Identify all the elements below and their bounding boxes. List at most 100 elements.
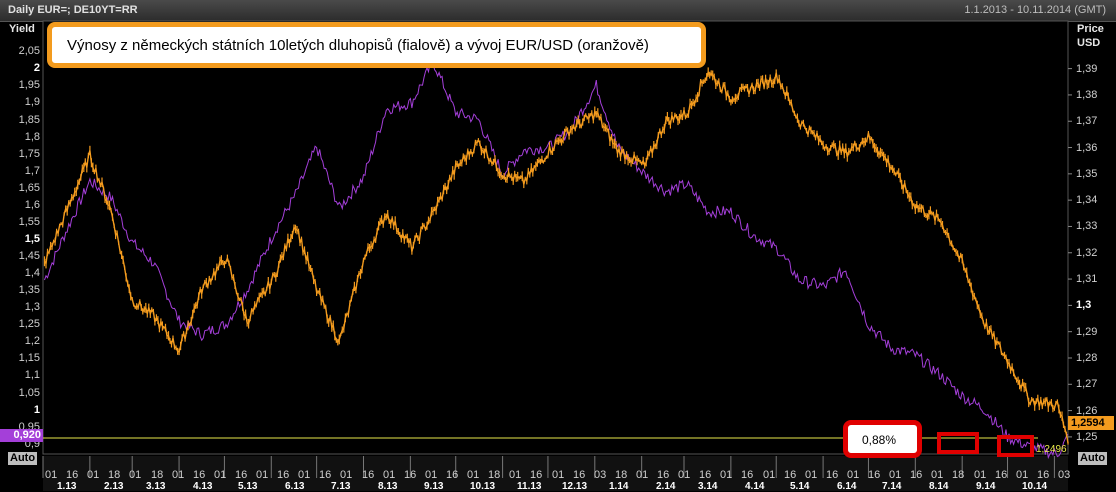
left-tick-label: 1,5 xyxy=(24,233,40,245)
x-day-label: 16 xyxy=(404,469,417,481)
x-month-label: 5.13 xyxy=(238,481,258,492)
x-day-label: 16 xyxy=(235,469,248,481)
x-day-label: 16 xyxy=(446,469,459,481)
right-tick-label: 1,27 xyxy=(1076,378,1098,390)
right-tick-label: 1,35 xyxy=(1076,168,1098,180)
left-tick-label: 1,3 xyxy=(24,301,40,313)
right-tick-label: 1,37 xyxy=(1076,115,1098,127)
x-day-label: 01 xyxy=(214,469,227,481)
x-month-label: 10.14 xyxy=(1022,481,1048,492)
x-day-label: 16 xyxy=(1037,469,1050,481)
right-tick-label: 1,33 xyxy=(1076,220,1098,232)
yield-low-highlight xyxy=(937,432,979,454)
x-month-label: 9.14 xyxy=(976,481,996,492)
reference-line-label: 1,2496 xyxy=(1036,444,1067,455)
x-month-label: 12.13 xyxy=(562,481,588,492)
x-day-label: 01 xyxy=(931,469,944,481)
x-day-label: 01 xyxy=(763,469,776,481)
x-day-label: 01 xyxy=(889,469,902,481)
left-tick-label: 1,9 xyxy=(24,96,40,108)
x-day-label: 03 xyxy=(1058,469,1071,481)
right-tick-label: 1,32 xyxy=(1076,247,1098,259)
x-month-label: 6.14 xyxy=(837,481,857,492)
left-auto-scale-button[interactable]: Auto xyxy=(8,452,38,465)
right-tick-label: 1,39 xyxy=(1076,63,1098,75)
yield-callout: 0,88% xyxy=(843,420,922,458)
left-tick-label: 2 xyxy=(33,62,40,74)
left-tick-label: 1,6 xyxy=(24,199,40,211)
x-day-label: 16 xyxy=(573,469,586,481)
right-tick-label: 1,38 xyxy=(1076,89,1098,101)
right-tick-label: 1,34 xyxy=(1076,194,1098,206)
right-tick-label: 1,31 xyxy=(1076,273,1098,285)
x-day-label: 01 xyxy=(974,469,987,481)
date-range-label: 1.1.2013 - 10.11.2014 (GMT) xyxy=(964,4,1106,16)
x-day-label: 16 xyxy=(699,469,712,481)
right-tick-label: 1,3 xyxy=(1076,299,1092,311)
x-month-label: 4.14 xyxy=(745,481,765,492)
x-day-label: 16 xyxy=(995,469,1008,481)
x-day-label: 16 xyxy=(910,469,923,481)
left-tick-label: 1,25 xyxy=(18,318,40,330)
right-tick-label: 1,29 xyxy=(1076,326,1098,338)
x-day-label: 01 xyxy=(720,469,733,481)
x-day-label: 01 xyxy=(45,469,58,481)
x-day-label: 01 xyxy=(1016,469,1029,481)
right-auto-scale-button[interactable]: Auto xyxy=(1078,452,1108,465)
yield-callout-text: 0,88% xyxy=(862,433,897,447)
x-day-label: 18 xyxy=(952,469,965,481)
x-month-label: 1.14 xyxy=(609,481,629,492)
x-day-label: 01 xyxy=(509,469,522,481)
x-month-label: 3.14 xyxy=(698,481,718,492)
x-month-label: 4.13 xyxy=(193,481,213,492)
right-tick-label: 1,25 xyxy=(1076,431,1098,443)
x-day-label: 01 xyxy=(467,469,480,481)
annotation-box: Výnosy z německých státních 10letých dlu… xyxy=(47,22,706,68)
x-day-label: 16 xyxy=(826,469,839,481)
left-tick-label: 1,65 xyxy=(18,182,40,194)
x-day-label: 18 xyxy=(151,469,164,481)
left-tick-label: 1,75 xyxy=(18,148,40,160)
x-month-label: 1.13 xyxy=(57,481,77,492)
right-axis-title-price: Price xyxy=(1077,23,1104,35)
left-tick-label: 1,05 xyxy=(18,387,40,399)
left-tick-label: 1,15 xyxy=(18,352,40,364)
x-day-label: 01 xyxy=(552,469,565,481)
current-price-marker: 1,2594 xyxy=(1068,416,1114,430)
x-day-label: 01 xyxy=(87,469,100,481)
left-tick-label: 1 xyxy=(33,404,40,416)
left-tick-label: 1,7 xyxy=(24,165,40,177)
x-day-label: 01 xyxy=(172,469,185,481)
x-day-label: 01 xyxy=(425,469,438,481)
x-day-label: 01 xyxy=(129,469,142,481)
x-day-label: 16 xyxy=(530,469,543,481)
x-day-label: 16 xyxy=(784,469,797,481)
x-axis-strip xyxy=(43,456,1068,491)
left-tick-label: 1,95 xyxy=(18,79,40,91)
current-yield-marker: 0,920 xyxy=(0,429,43,442)
x-month-label: 8.13 xyxy=(378,481,398,492)
x-day-label: 18 xyxy=(108,469,121,481)
x-day-label: 16 xyxy=(657,469,670,481)
right-tick-label: 1,28 xyxy=(1076,352,1098,364)
left-tick-label: 1,4 xyxy=(24,267,40,279)
x-day-label: 16 xyxy=(277,469,290,481)
left-axis-title: Yield xyxy=(9,23,35,35)
x-day-label: 01 xyxy=(298,469,311,481)
x-day-label: 01 xyxy=(636,469,649,481)
x-month-label: 9.13 xyxy=(424,481,444,492)
x-day-label: 16 xyxy=(362,469,375,481)
x-day-label: 16 xyxy=(319,469,332,481)
x-month-label: 10.13 xyxy=(470,481,496,492)
right-axis-title-currency: USD xyxy=(1077,37,1101,49)
x-day-label: 01 xyxy=(256,469,269,481)
left-tick-label: 1,2 xyxy=(24,335,40,347)
x-month-label: 7.14 xyxy=(882,481,902,492)
x-month-label: 11.13 xyxy=(517,481,542,492)
price-series-line xyxy=(43,70,1069,444)
x-day-label: 03 xyxy=(594,469,607,481)
left-tick-label: 1,1 xyxy=(24,369,40,381)
x-day-label: 18 xyxy=(615,469,628,481)
x-day-label: 16 xyxy=(741,469,754,481)
